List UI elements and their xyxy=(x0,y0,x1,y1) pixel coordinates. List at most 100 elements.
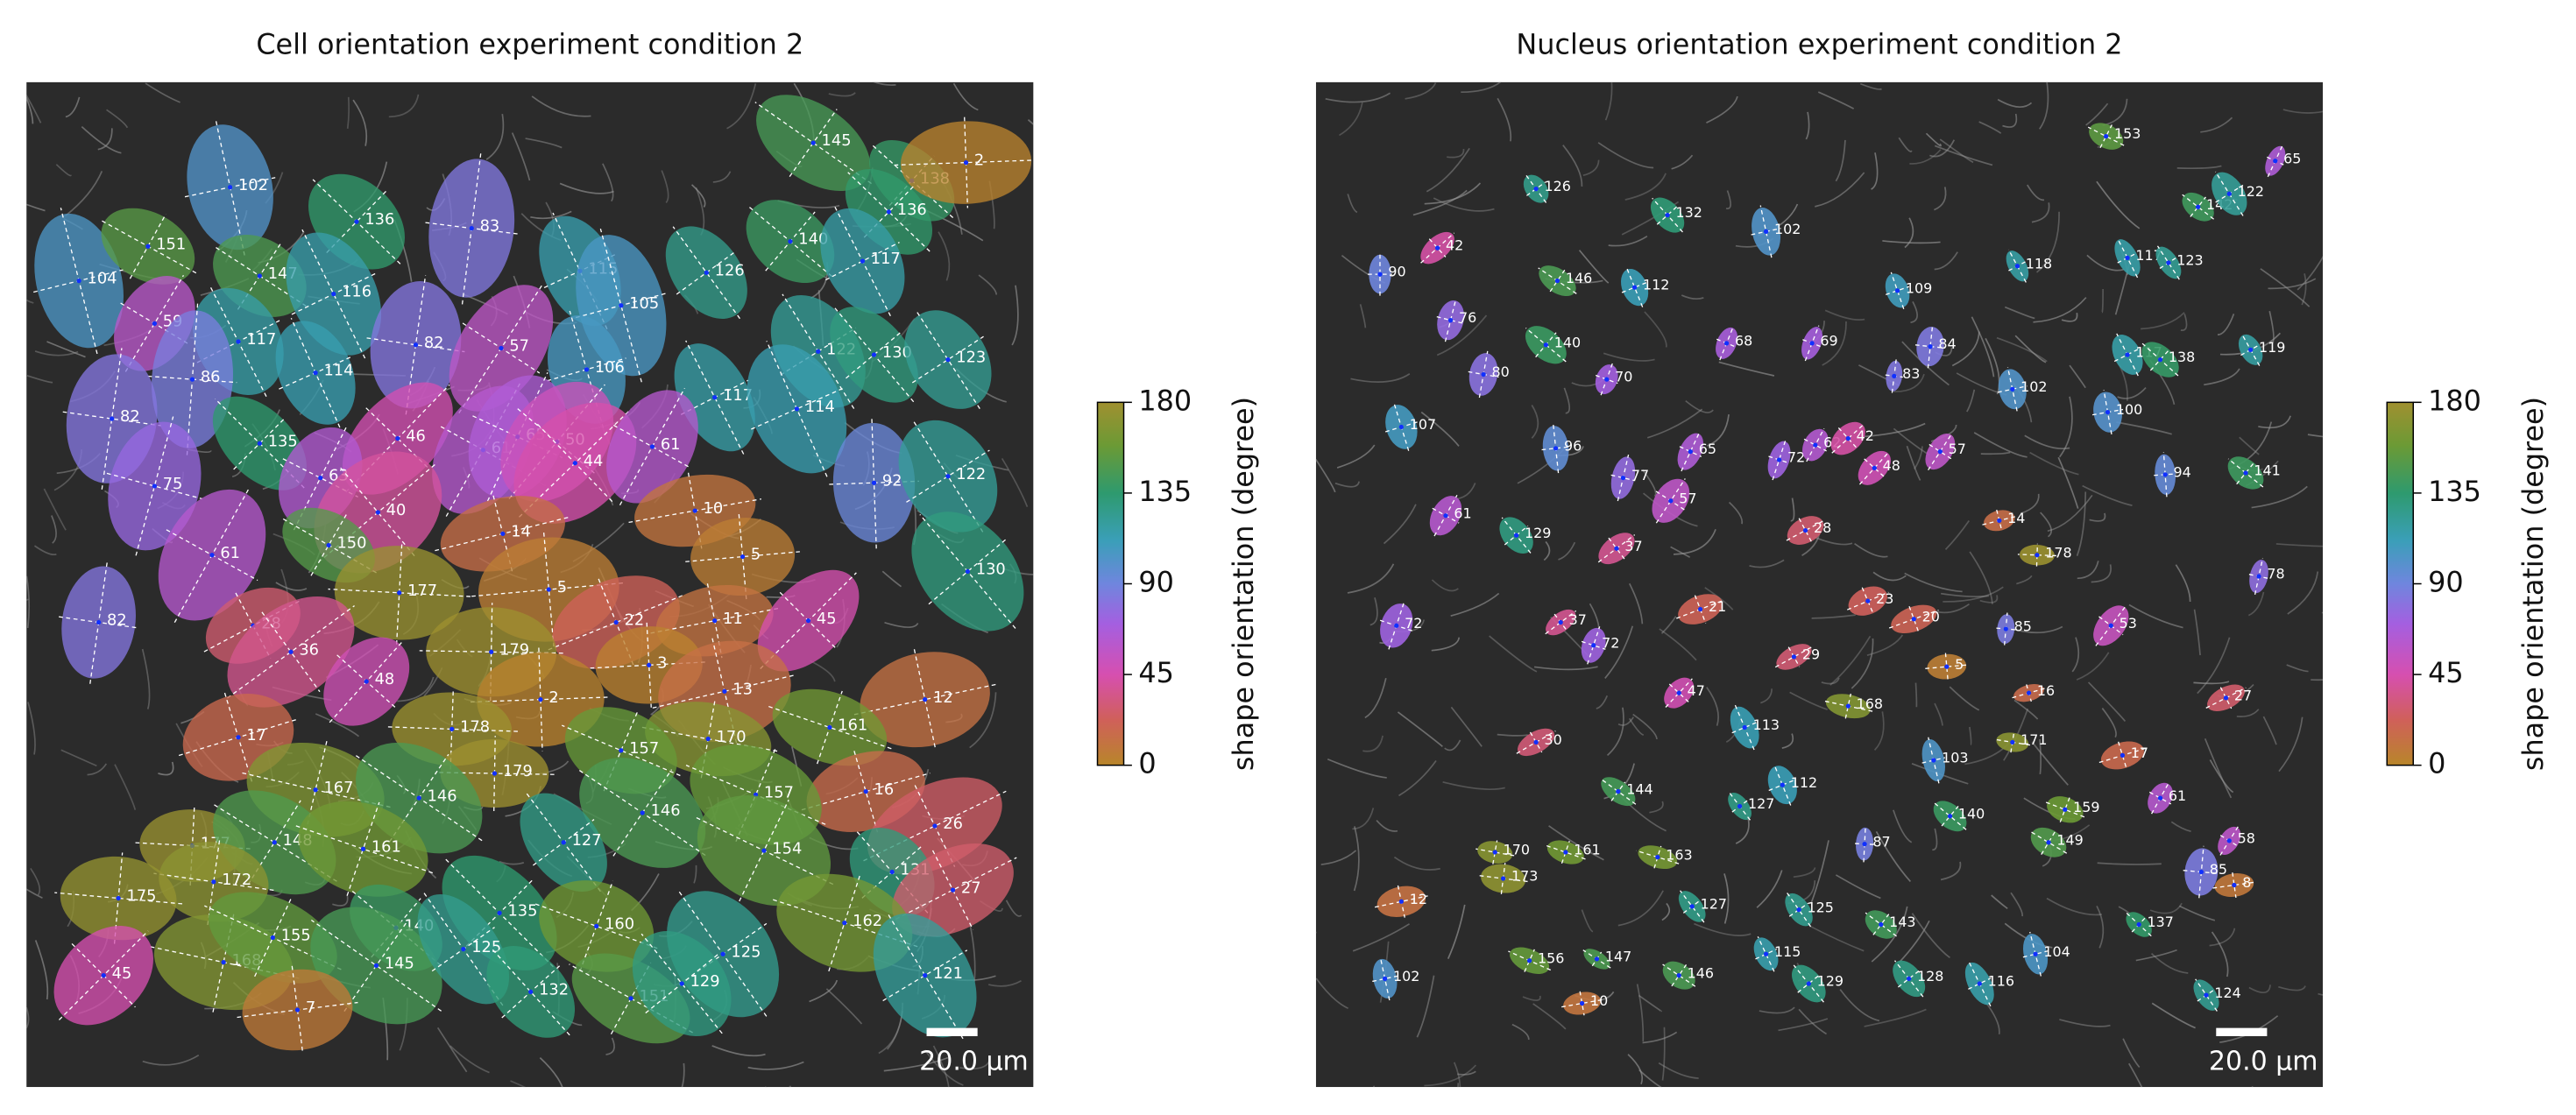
centroid xyxy=(1907,976,1912,982)
membrane-texture xyxy=(1624,173,1667,201)
orientation-label: 170 xyxy=(717,728,747,746)
centroid xyxy=(2003,626,2008,632)
centroid xyxy=(1377,272,1383,277)
orientation-label: 82 xyxy=(424,334,444,352)
centroid xyxy=(1604,377,1610,382)
membrane-texture xyxy=(1694,922,1752,936)
membrane-texture xyxy=(539,1057,563,1088)
membrane-texture xyxy=(436,1027,468,1073)
membrane-texture xyxy=(1582,159,1600,177)
orientation-label: 102 xyxy=(238,176,268,194)
membrane-texture xyxy=(1027,119,1034,126)
membrane-texture xyxy=(1597,142,1654,169)
orientation-label: 115 xyxy=(1774,943,1801,960)
centroid xyxy=(2035,553,2040,558)
membrane-texture xyxy=(1939,138,1974,164)
orientation-label: 14 xyxy=(2007,510,2025,526)
centroid xyxy=(2136,921,2141,928)
orientation-label: 132 xyxy=(1675,204,1702,221)
membrane-texture xyxy=(1320,850,1357,865)
membrane-texture xyxy=(1426,147,1470,193)
centroid xyxy=(96,619,102,625)
membrane-texture xyxy=(1671,154,1694,170)
membrane-texture xyxy=(33,545,57,556)
membrane-texture xyxy=(932,1045,950,1088)
membrane-texture xyxy=(1906,445,1921,481)
membrane-texture xyxy=(26,598,29,602)
membrane-texture xyxy=(1781,733,1794,749)
membrane-texture xyxy=(51,515,57,544)
membrane-texture xyxy=(2176,165,2222,170)
centroid xyxy=(2232,882,2237,888)
centroid xyxy=(740,554,746,560)
membrane-texture xyxy=(938,231,951,281)
orientation-label: 118 xyxy=(2026,255,2052,272)
centroid xyxy=(1553,446,1559,451)
membrane-texture xyxy=(2296,255,2324,291)
major-axis xyxy=(640,933,723,1034)
membrane-texture xyxy=(1450,592,1500,617)
membrane-texture xyxy=(1658,1062,1699,1079)
membrane-texture xyxy=(1817,91,1855,109)
membrane-texture xyxy=(1951,331,1980,367)
membrane-texture xyxy=(2040,512,2052,538)
orientation-label: 37 xyxy=(1624,538,1642,554)
membrane-texture xyxy=(2151,1002,2196,1029)
colorbar-tick-label: 180 xyxy=(1138,384,1192,417)
membrane-texture xyxy=(2282,109,2324,114)
orientation-label: 163 xyxy=(1666,846,1692,863)
major-axis xyxy=(101,348,123,490)
centroid xyxy=(313,370,318,376)
membrane-texture xyxy=(2262,716,2277,745)
membrane-texture xyxy=(884,621,919,628)
membrane-texture xyxy=(2251,485,2308,509)
centroid xyxy=(375,510,380,515)
membrane-texture xyxy=(1543,540,1551,561)
membrane-texture xyxy=(1904,572,1963,593)
orientation-label: 42 xyxy=(1446,237,1463,254)
membrane-texture xyxy=(2247,591,2265,617)
centroid xyxy=(1928,343,1933,349)
membrane-texture xyxy=(872,81,896,86)
membrane-texture xyxy=(1420,411,1460,447)
membrane-texture xyxy=(959,1060,991,1069)
minor-axis xyxy=(2118,741,2127,770)
orientation-label: 127 xyxy=(572,831,602,850)
membrane-texture xyxy=(2307,434,2324,438)
membrane-texture xyxy=(2046,897,2102,916)
centroid xyxy=(761,848,767,853)
minor-axis xyxy=(1560,841,1570,864)
orientation-label: 65 xyxy=(2283,150,2301,166)
image-panel: 1536512613210214212290421461121181171231… xyxy=(1315,81,2324,1088)
membrane-texture xyxy=(26,1006,30,1029)
membrane-texture xyxy=(1980,451,2011,455)
colorbar-tick-label: 0 xyxy=(2428,747,2445,780)
membrane-texture xyxy=(1444,739,1461,752)
membrane-texture xyxy=(2002,113,2018,128)
membrane-texture xyxy=(661,170,669,204)
membrane-texture xyxy=(1971,316,1995,378)
centroid xyxy=(1616,789,1621,794)
colorbar xyxy=(2386,401,2414,766)
centroid xyxy=(1688,448,1693,455)
orientation-label: 140 xyxy=(1554,334,1581,350)
orientation-label: 57 xyxy=(1949,441,1966,457)
centroid xyxy=(863,789,868,794)
membrane-texture xyxy=(1969,551,1993,604)
membrane-texture xyxy=(2014,335,2047,363)
orientation-label: 72 xyxy=(1787,449,1805,466)
orientation-label: 5 xyxy=(557,578,567,596)
centroid xyxy=(489,649,494,654)
membrane-texture xyxy=(145,82,180,103)
membrane-texture xyxy=(1943,586,2004,603)
orientation-label: 42 xyxy=(1857,427,1874,444)
membrane-texture xyxy=(1628,582,1644,625)
orientation-label: 68 xyxy=(1735,332,1752,349)
minor-axis xyxy=(2219,687,2233,709)
membrane-texture xyxy=(43,488,67,531)
membrane-texture xyxy=(1822,321,1847,366)
membrane-texture xyxy=(1839,989,1880,1022)
centroid xyxy=(584,367,590,372)
orientation-label: 37 xyxy=(1569,611,1587,628)
centroid xyxy=(1802,527,1808,533)
